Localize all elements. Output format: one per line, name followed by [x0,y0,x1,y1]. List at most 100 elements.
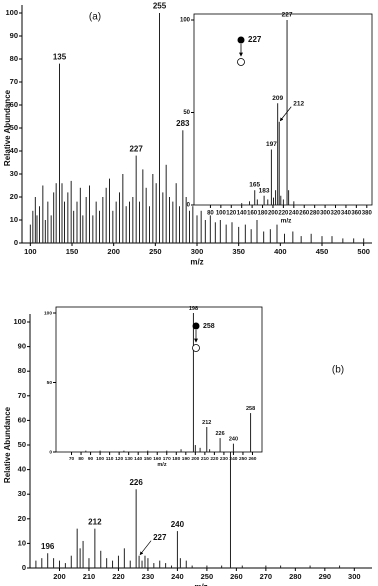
precursor-ion [237,36,245,44]
y-tick-label: 0 [49,449,52,455]
y-tick-label: 10 [18,538,26,547]
x-tick-label: 210 [201,456,209,462]
y-axis-label: Relative Abundance [3,406,12,483]
precursor-label: 258 [203,323,215,330]
x-tick-label: 120 [226,210,237,216]
x-tick-label: 170 [163,456,171,462]
x-tick-label: 290 [319,572,332,581]
peak-label: 255 [153,2,167,11]
x-tick-label: 130 [125,456,133,462]
y-tick-label: 50 [10,123,18,132]
y-tick-label: 30 [18,489,26,498]
x-tick-label: 80 [78,456,84,462]
x-tick-label: 240 [289,210,300,216]
y-tick-label: 0 [14,238,18,247]
peak-label: 212 [202,420,211,426]
x-tick-label: 500 [357,247,370,256]
peak-label: 196 [41,542,55,551]
x-tick-label: 200 [53,572,66,581]
x-tick-label: 340 [341,210,352,216]
x-tick-label: 360 [351,210,362,216]
y-tick-label: 40 [10,146,18,155]
y-tick-label: 70 [18,391,26,400]
y-tick-label: 80 [10,54,18,63]
peak-label: 209 [272,95,283,102]
y-tick-label: 100 [180,18,191,24]
inset-frame [55,306,263,453]
x-tick-label: 450 [316,247,329,256]
x-tick-label: 260 [230,572,243,581]
y-tick-label: 100 [13,317,26,326]
x-tick-label: 110 [106,456,114,462]
panel-label: (a) [89,12,101,23]
x-axis-label: m/z [157,462,166,468]
x-tick-label: 250 [149,247,162,256]
x-tick-label: 230 [142,572,155,581]
product-ion [237,58,245,66]
x-tick-label: 200 [107,247,120,256]
panel-label: (b) [332,365,344,376]
x-tick-label: 80 [207,210,214,216]
y-tick-label: 60 [18,415,26,424]
x-tick-label: 150 [144,456,152,462]
peak-label: 240 [229,437,238,443]
peak-label: 198 [189,306,198,312]
x-tick-label: 100 [24,247,37,256]
x-axis-label: m/z [281,217,293,224]
x-tick-label: 320 [331,210,342,216]
x-tick-label: 380 [362,210,373,216]
x-tick-label: 140 [237,210,248,216]
peak-label: 240 [171,520,185,529]
peak-label: 226 [216,431,225,437]
peak-label: 183 [259,187,270,194]
inset-frame [193,13,373,206]
x-tick-label: 240 [171,572,184,581]
x-tick-label: 120 [115,456,123,462]
annotation-arrow [279,106,292,122]
x-tick-label: 190 [182,456,190,462]
x-tick-label: 70 [69,456,75,462]
x-tick-label: 250 [239,456,247,462]
x-tick-label: 180 [258,210,269,216]
x-tick-label: 350 [232,247,245,256]
x-tick-label: 140 [134,456,142,462]
x-tick-label: 280 [289,572,302,581]
peak-label: 197 [266,141,277,148]
peak-label: 227 [153,533,167,542]
x-tick-label: 260 [248,456,256,462]
x-tick-label: 300 [348,572,361,581]
y-tick-label: 100 [44,310,52,316]
x-tick-label: 270 [260,572,273,581]
x-tick-label: 160 [153,456,161,462]
y-tick-label: 50 [47,380,53,386]
y-tick-label: 70 [10,77,18,86]
x-tick-label: 230 [220,456,228,462]
x-tick-label: 100 [96,456,104,462]
x-tick-label: 160 [247,210,258,216]
y-tick-label: 40 [18,465,26,474]
y-tick-label: 0 [22,563,26,572]
y-tick-label: 80 [18,366,26,375]
peak-label: 135 [53,52,67,61]
x-tick-label: 240 [229,456,237,462]
x-axis-label: m/z [194,583,207,586]
x-tick-label: 400 [274,247,287,256]
y-tick-label: 50 [183,110,190,116]
precursor-ion [192,322,200,330]
product-ion [192,344,200,352]
peak-label: 227 [129,144,143,153]
x-tick-label: 220 [210,456,218,462]
x-axis-label: m/z [190,258,203,267]
y-axis-label: Relative Abundance [3,89,12,166]
x-tick-label: 90 [88,456,94,462]
x-tick-label: 200 [191,456,199,462]
y-tick-label: 90 [18,342,26,351]
peak-label: 227 [282,12,293,19]
y-tick-label: 60 [10,100,18,109]
y-tick-label: 20 [10,192,18,201]
y-tick-label: 50 [18,440,26,449]
peak-label: 258 [246,406,255,412]
x-tick-label: 210 [83,572,96,581]
